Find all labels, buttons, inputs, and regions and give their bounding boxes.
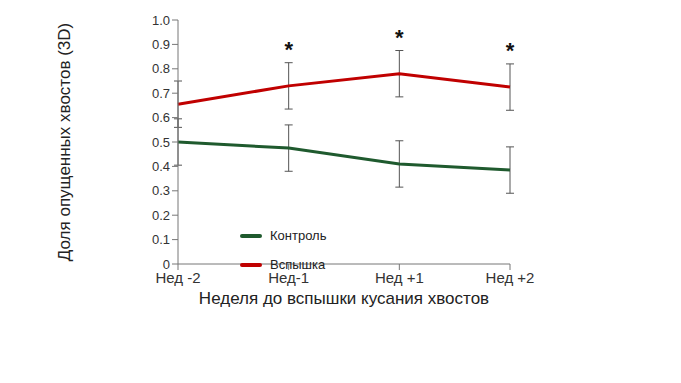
svg-text:0.6: 0.6 (152, 110, 170, 125)
svg-text:0.1: 0.1 (152, 232, 170, 247)
svg-text:Доля опущенных хвостов (3D): Доля опущенных хвостов (3D) (55, 23, 74, 261)
svg-text:Неделя до вспышки кусания хвос: Неделя до вспышки кусания хвостов (199, 289, 489, 308)
svg-text:0.4: 0.4 (152, 159, 170, 174)
svg-text:Нед-1: Нед-1 (268, 269, 309, 286)
html-text:Вспышка: Вспышка (270, 257, 326, 272)
svg-text:0.2: 0.2 (152, 208, 170, 223)
svg-text:*: * (284, 37, 293, 62)
svg-text:0.7: 0.7 (152, 86, 170, 101)
svg-text:Нед +1: Нед +1 (375, 269, 424, 286)
svg-text:Нед -2: Нед -2 (155, 268, 201, 286)
svg-text:*: * (395, 25, 404, 50)
svg-text:0.3: 0.3 (152, 183, 170, 198)
svg-text:0.8: 0.8 (152, 61, 170, 76)
svg-text:*: * (506, 38, 515, 63)
html-text:Контроль: Контроль (270, 228, 327, 243)
svg-text:0: 0 (163, 257, 170, 272)
svg-text:1.0: 1.0 (152, 13, 170, 28)
svg-text:0.9: 0.9 (152, 37, 170, 52)
svg-text:Нед +2: Нед +2 (486, 269, 535, 286)
svg-text:0.5: 0.5 (152, 135, 170, 150)
